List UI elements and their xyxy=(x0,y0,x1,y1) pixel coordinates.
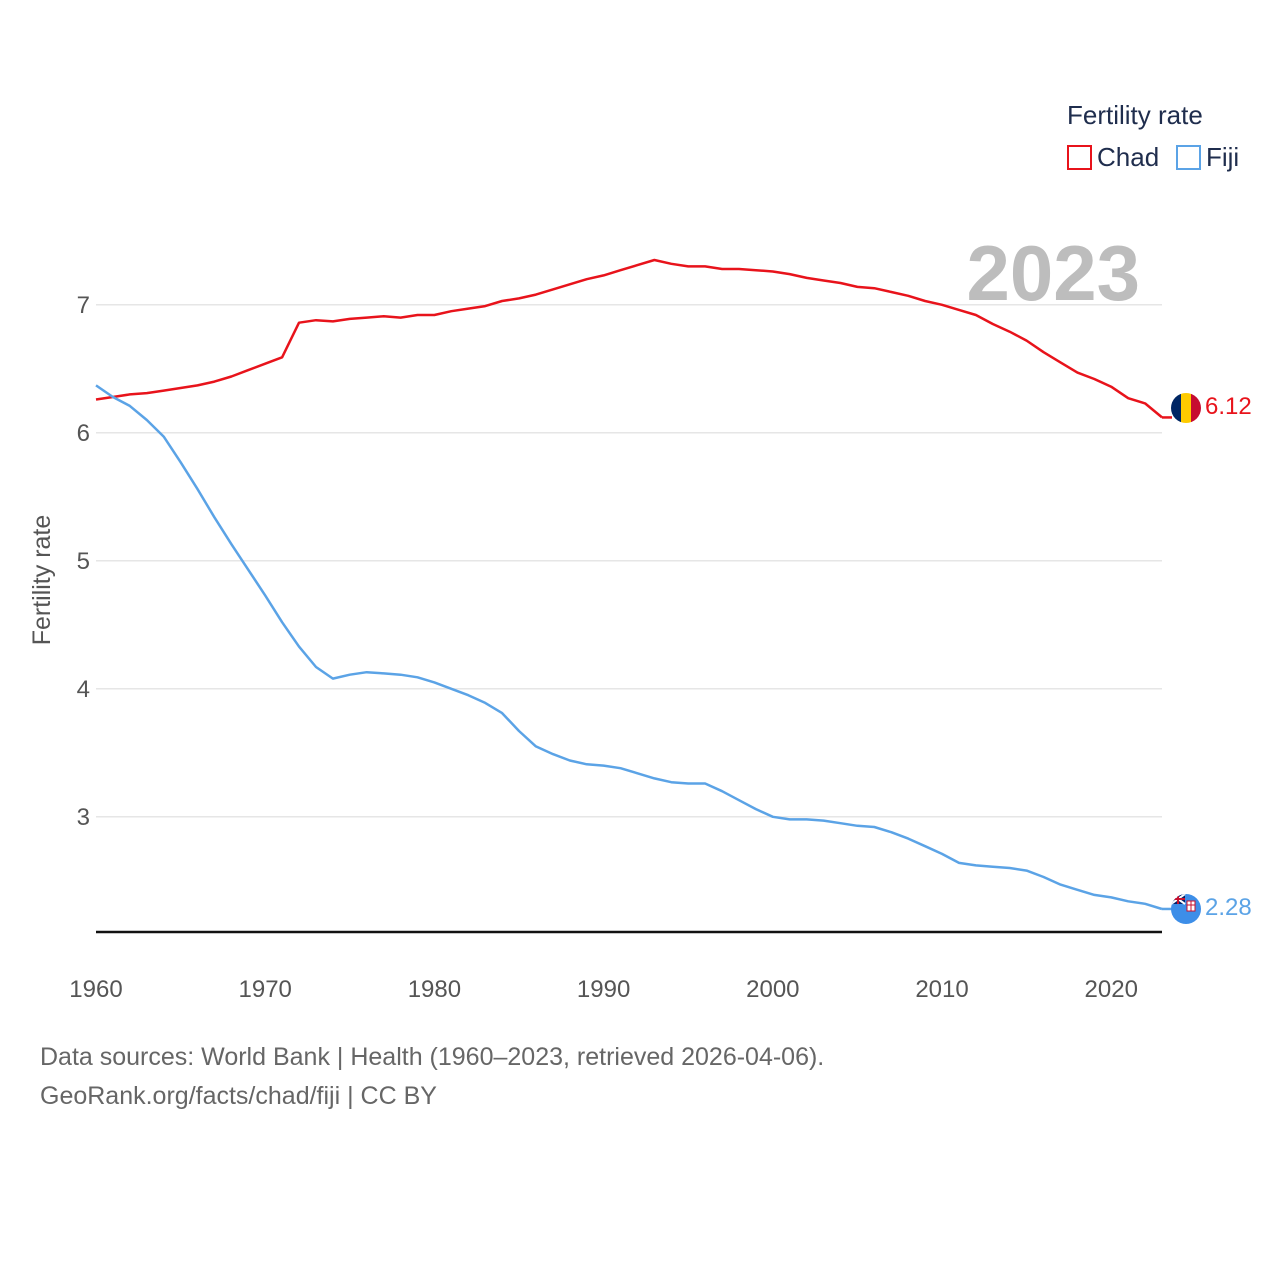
x-tick-label-1960: 1960 xyxy=(69,976,122,1003)
series-line-fiji[interactable] xyxy=(95,384,1163,911)
y-tick-label-5: 5 xyxy=(77,548,90,575)
legend: Fertility rate Chad Fiji xyxy=(1067,100,1239,172)
source-url[interactable]: GeoRank.org/facts/chad/fiji | CC BY xyxy=(40,1082,437,1110)
x-axis-ticks: 1960 1970 1980 1990 2000 2010 2020 xyxy=(69,976,1138,1003)
fiji-flag-icon xyxy=(1171,894,1201,924)
series-line-chad[interactable] xyxy=(95,258,1163,419)
x-tick-label-1980: 1980 xyxy=(408,976,461,1003)
x-tick-label-2000: 2000 xyxy=(746,976,799,1003)
legend-label-fiji[interactable]: Fiji xyxy=(1206,142,1239,172)
legend-swatch-fiji[interactable] xyxy=(1176,145,1201,170)
y-tick-label-7: 7 xyxy=(77,292,90,319)
legend-label-chad[interactable]: Chad xyxy=(1097,142,1159,172)
x-tick-label-1970: 1970 xyxy=(239,976,292,1003)
series-lines xyxy=(95,258,1172,911)
y-axis-title: Fertility rate xyxy=(28,515,56,646)
legend-swatch-chad[interactable] xyxy=(1067,145,1092,170)
y-axis-ticks: 3 4 5 6 7 xyxy=(77,292,90,831)
x-tick-label-2010: 2010 xyxy=(915,976,968,1003)
y-tick-label-6: 6 xyxy=(77,420,90,447)
x-tick-label-2020: 2020 xyxy=(1085,976,1138,1003)
end-value-label-chad: 6.12 xyxy=(1205,393,1252,420)
y-tick-label-3: 3 xyxy=(77,804,90,831)
y-tick-label-4: 4 xyxy=(77,676,90,703)
legend-title: Fertility rate xyxy=(1067,100,1203,130)
source-note: Data sources: World Bank | Health (1960–… xyxy=(40,1043,825,1071)
x-tick-label-1990: 1990 xyxy=(577,976,630,1003)
end-value-label-fiji: 2.28 xyxy=(1205,894,1252,921)
grid-lines xyxy=(96,304,1162,818)
chad-flag-icon xyxy=(1171,393,1201,423)
current-year-label: 2023 xyxy=(966,229,1140,317)
